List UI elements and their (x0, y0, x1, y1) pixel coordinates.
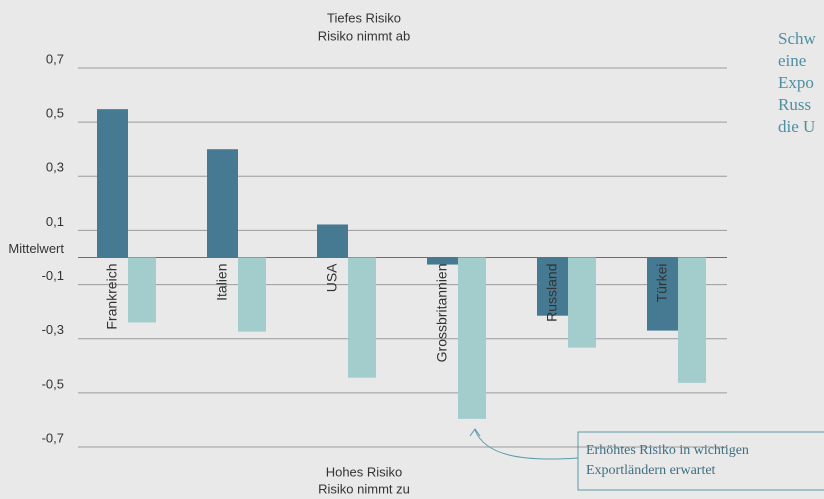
category-label: Grossbritannien (434, 264, 450, 363)
y-tick-label: 0,1 (46, 214, 64, 229)
side-line: die U (778, 117, 815, 136)
bar (128, 257, 156, 323)
callout-arrow (474, 429, 579, 460)
annotation-top: Tiefes Risiko (327, 10, 401, 25)
category-label: USA (324, 263, 340, 292)
y-tick-label: 0,7 (46, 51, 64, 66)
bar (537, 257, 568, 316)
callout-box (577, 431, 824, 491)
annotation-bottom: Risiko nimmt zu (318, 481, 410, 496)
y-tick-label: -0,7 (42, 430, 64, 445)
arrow-head (469, 428, 481, 437)
y-tick-label: Mittelwert (8, 241, 64, 256)
side-line: Russ (778, 95, 811, 114)
category-label: Frankreich (104, 264, 120, 330)
category-label: Türkei (654, 264, 670, 303)
y-tick-label: 0,3 (46, 160, 64, 175)
annotation-top: Risiko nimmt ab (318, 28, 410, 43)
bar (678, 257, 706, 383)
y-tick-label: -0,3 (42, 322, 64, 337)
side-line: Schw (778, 29, 817, 48)
callout-text: Exportländern erwartet (586, 463, 716, 478)
y-tick-label: -0,5 (42, 376, 64, 391)
bar (97, 109, 128, 258)
bar (238, 257, 266, 332)
bar (427, 257, 458, 265)
side-text: Schw eine Expo Russ die U (778, 29, 817, 136)
bar (568, 257, 596, 348)
bar (647, 257, 678, 331)
side-line: Expo (778, 73, 814, 92)
annotation-bottom: Hohes Risiko (326, 464, 403, 479)
category-label: Italien (214, 264, 230, 301)
bar (207, 149, 238, 258)
side-line: eine (778, 51, 806, 70)
y-tick-label: 0,5 (46, 106, 64, 121)
bar (348, 257, 376, 378)
bar (317, 224, 348, 258)
y-tick-label: -0,1 (42, 268, 64, 283)
bar (458, 257, 486, 419)
callout-text: Erhöhtes Risiko in wichtigen (586, 443, 749, 458)
plot: 0,7 0,5 0,3 0,1 Mittelwert -0,1 -0,3 -0,5 -0,7 (8, 51, 727, 448)
category-label: Russland (544, 264, 560, 322)
